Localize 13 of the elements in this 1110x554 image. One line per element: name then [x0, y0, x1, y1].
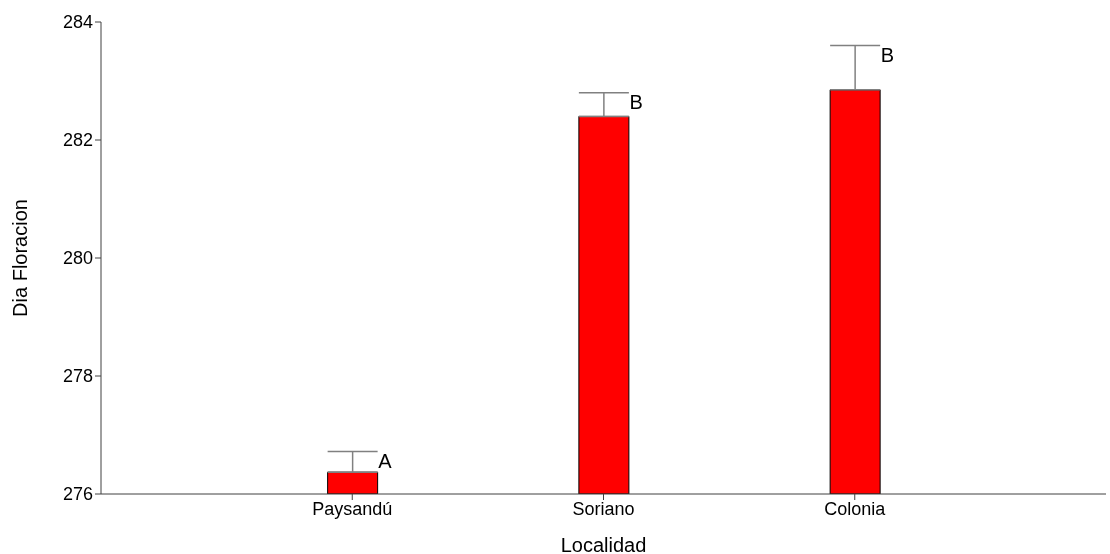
y-tick-label: 278	[62, 366, 93, 387]
annotation: B	[629, 90, 643, 113]
y-tick-label: 282	[62, 130, 93, 151]
x-axis-title: Localidad	[560, 534, 647, 554]
y-tick-label: 280	[62, 248, 93, 269]
x-tick-label: Colonia	[824, 498, 887, 519]
y-tick-label: 284	[62, 12, 93, 33]
y-axis-title: Dia Floracion	[9, 199, 32, 317]
annotation: A	[378, 449, 393, 472]
y-tick-label: 276	[62, 484, 93, 505]
x-tick-label: Paysandú	[312, 498, 393, 519]
x-tick-label: Soriano	[572, 498, 635, 519]
annotation: B	[880, 43, 895, 66]
